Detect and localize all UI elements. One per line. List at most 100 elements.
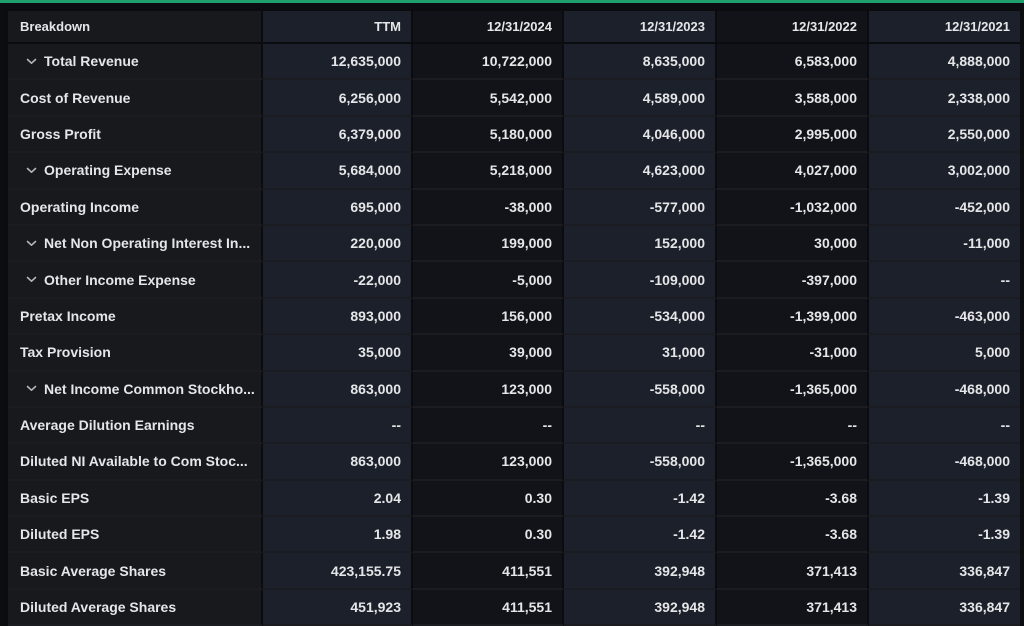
value-cell: -5,000	[413, 262, 564, 299]
value-cell: -1.39	[869, 517, 1020, 554]
value-cell: -534,000	[564, 298, 717, 336]
value-cell: 371,413	[717, 589, 869, 626]
value-cell: 4,888,000	[869, 44, 1020, 81]
value-cell: 123,000	[413, 371, 564, 408]
row-label: Gross Profit	[8, 116, 263, 154]
value-cell: -1.39	[869, 480, 1020, 518]
row-label: Pretax Income	[8, 298, 263, 336]
row-label-text: Operating Expense	[44, 162, 172, 179]
value-cell: 0.30	[413, 480, 564, 518]
chevron-down-icon[interactable]	[26, 276, 37, 283]
financials-table: Breakdown TTM 12/31/2024 12/31/2023 12/31/20…	[6, 9, 1022, 626]
value-cell: -1.42	[564, 480, 717, 518]
value-cell: --	[869, 262, 1020, 299]
row-label: Tax Provision	[8, 335, 263, 372]
value-cell: -468,000	[869, 371, 1020, 408]
value-cell: 423,155.75	[263, 553, 413, 590]
row-label: Diluted EPS	[8, 517, 263, 554]
value-cell: 152,000	[564, 225, 717, 263]
value-cell: -452,000	[869, 189, 1020, 226]
row-expand-toggle[interactable]: Other Income Expense	[8, 262, 263, 299]
value-cell: 336,847	[869, 553, 1020, 590]
row-label-text: Operating Income	[20, 198, 140, 215]
value-cell: 199,000	[413, 225, 564, 263]
row-label-text: Net Non Operating Interest In...	[44, 235, 251, 252]
value-cell: -463,000	[869, 298, 1020, 336]
value-cell: 8,635,000	[564, 44, 717, 81]
row-label: Diluted NI Available to Com Stoc...	[8, 444, 263, 481]
value-cell: --	[717, 407, 869, 445]
value-cell: 893,000	[263, 298, 413, 336]
value-cell: 220,000	[263, 225, 413, 263]
value-cell: 411,551	[413, 553, 564, 590]
value-cell: 2,550,000	[869, 116, 1020, 154]
value-cell: 371,413	[717, 553, 869, 590]
chevron-down-icon[interactable]	[26, 240, 37, 247]
value-cell: -1,399,000	[717, 298, 869, 336]
value-cell: 12,635,000	[263, 44, 413, 81]
value-cell: -577,000	[564, 189, 717, 226]
header-cell-period: 12/31/2021	[869, 11, 1020, 44]
value-cell: 4,623,000	[564, 153, 717, 190]
row-label: Cost of Revenue	[8, 80, 263, 117]
value-cell: 5,218,000	[413, 153, 564, 190]
value-cell: -38,000	[413, 189, 564, 226]
value-cell: 2,338,000	[869, 80, 1020, 117]
value-cell: 39,000	[413, 335, 564, 372]
value-cell: -1,365,000	[717, 444, 869, 481]
row-label-text: Diluted NI Available to Com Stoc...	[20, 453, 248, 470]
value-cell: 2,995,000	[717, 116, 869, 154]
row-expand-toggle[interactable]: Operating Expense	[8, 153, 263, 190]
value-cell: 863,000	[263, 371, 413, 408]
row-label-text: Diluted Average Shares	[20, 599, 177, 616]
row-label: Basic EPS	[8, 480, 263, 518]
chevron-down-icon[interactable]	[26, 167, 37, 174]
row-expand-toggle[interactable]: Net Income Common Stockho...	[8, 371, 263, 408]
value-cell: -1,365,000	[717, 371, 869, 408]
header-cell-period: 12/31/2023	[564, 11, 717, 44]
row-expand-toggle[interactable]: Net Non Operating Interest In...	[8, 225, 263, 263]
value-cell: -11,000	[869, 225, 1020, 263]
value-cell: -558,000	[564, 371, 717, 408]
value-cell: 10,722,000	[413, 44, 564, 81]
row-label: Average Dilution Earnings	[8, 407, 263, 445]
value-cell: 3,588,000	[717, 80, 869, 117]
header-cell-breakdown: Breakdown	[8, 11, 263, 44]
value-cell: 863,000	[263, 444, 413, 481]
value-cell: 4,046,000	[564, 116, 717, 154]
value-cell: 4,589,000	[564, 80, 717, 117]
value-cell: 6,379,000	[263, 116, 413, 154]
row-label-text: Tax Provision	[20, 344, 111, 361]
value-cell: 695,000	[263, 189, 413, 226]
header-cell-period: 12/31/2024	[413, 11, 564, 44]
row-label: Operating Income	[8, 189, 263, 226]
chevron-down-icon[interactable]	[26, 385, 37, 392]
value-cell: 0.30	[413, 517, 564, 554]
value-cell: 3,002,000	[869, 153, 1020, 190]
header-cell-period: 12/31/2022	[717, 11, 869, 44]
value-cell: -397,000	[717, 262, 869, 299]
value-cell: -22,000	[263, 262, 413, 299]
row-expand-toggle[interactable]: Total Revenue	[8, 44, 263, 81]
row-label-text: Basic Average Shares	[20, 562, 167, 579]
value-cell: -468,000	[869, 444, 1020, 481]
value-cell: -3.68	[717, 517, 869, 554]
row-label-text: Net Income Common Stockho...	[44, 380, 255, 397]
row-label-text: Cost of Revenue	[20, 89, 131, 106]
top-accent-bar	[0, 0, 1024, 3]
row-label-text: Other Income Expense	[44, 271, 196, 288]
value-cell: -1.42	[564, 517, 717, 554]
value-cell: 392,948	[564, 553, 717, 590]
value-cell: -31,000	[717, 335, 869, 372]
value-cell: 6,256,000	[263, 80, 413, 117]
value-cell: -109,000	[564, 262, 717, 299]
value-cell: --	[564, 407, 717, 445]
value-cell: 30,000	[717, 225, 869, 263]
row-label-text: Diluted EPS	[20, 526, 100, 543]
value-cell: 2.04	[263, 480, 413, 518]
value-cell: 35,000	[263, 335, 413, 372]
value-cell: -3.68	[717, 480, 869, 518]
value-cell: --	[869, 407, 1020, 445]
chevron-down-icon[interactable]	[26, 58, 37, 65]
value-cell: 31,000	[564, 335, 717, 372]
